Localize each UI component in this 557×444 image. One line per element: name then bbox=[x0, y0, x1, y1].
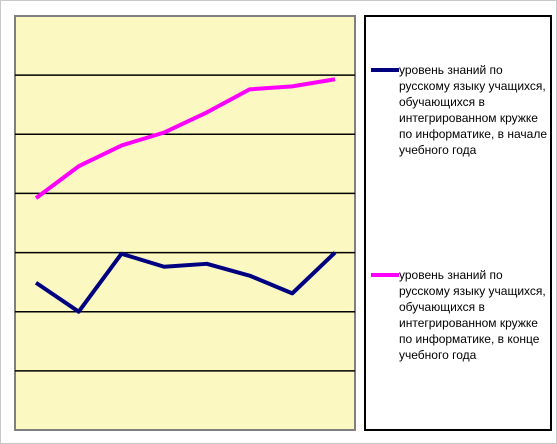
legend-swatch bbox=[371, 273, 399, 277]
legend-label: уровень знаний по русскому языку учащихс… bbox=[399, 268, 546, 362]
legend: уровень знаний по русскому языку учащихс… bbox=[364, 15, 552, 431]
series-line bbox=[34, 77, 336, 200]
plot-area bbox=[14, 15, 356, 431]
legend-label: уровень знаний по русскому языку учащихс… bbox=[399, 63, 547, 157]
series-line bbox=[34, 251, 337, 314]
legend-swatch bbox=[371, 68, 399, 72]
